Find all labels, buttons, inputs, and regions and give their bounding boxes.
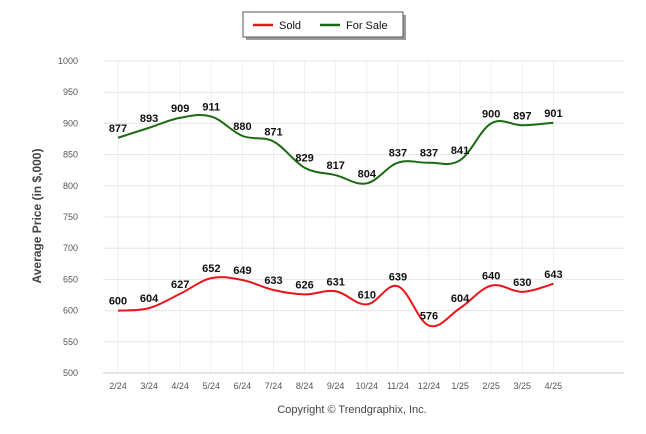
gridlines [103,60,624,374]
data-label-sold: 627 [171,279,189,291]
y-tick-label: 950 [63,87,78,97]
x-tick-label: 12/24 [418,381,441,391]
x-tick-label: 9/24 [327,381,345,391]
data-label-sold: 576 [420,311,438,323]
y-axis-ticks: 500 550 600 650 700 750 800 850 900 950 1000 [58,56,78,378]
data-label-sold: 604 [451,293,470,305]
data-label-for-sale: 841 [451,145,469,157]
x-tick-label: 7/24 [265,381,283,391]
y-tick-label: 750 [63,212,78,222]
copyright-footer: Copyright © Trendgraphix, Inc. [277,404,426,416]
data-label-sold: 643 [544,269,562,281]
x-tick-label: 11/24 [387,381,409,391]
data-label-sold: 631 [327,276,345,288]
x-tick-label: 5/24 [203,381,221,391]
series-line-for-sale [117,113,554,185]
x-tick-label: 6/24 [234,381,252,391]
data-label-for-sale: 817 [327,160,345,172]
x-tick-label: 2/25 [482,381,500,391]
data-label-for-sale: 900 [482,108,500,120]
x-tick-label: 3/24 [140,381,158,391]
data-label-sold: 604 [140,293,159,305]
data-label-for-sale: 880 [233,121,251,133]
data-label-for-sale: 877 [109,123,127,135]
x-axis-ticks: 2/24 3/24 4/24 5/24 6/24 7/24 8/24 9/24 10/24 11/… [109,381,562,391]
data-labels: 600 604 627 652 649 633 626 631 610 639 576 604 640 6… [109,102,563,323]
data-label-for-sale: 871 [264,126,282,138]
data-label-for-sale: 893 [140,113,158,125]
y-tick-label: 500 [63,368,78,378]
x-tick-label: 2/24 [109,381,127,391]
x-tick-label: 8/24 [296,381,314,391]
data-label-for-sale: 911 [202,102,220,114]
data-label-for-sale: 909 [171,103,189,115]
data-label-sold: 633 [264,275,282,287]
data-label-for-sale: 837 [389,148,407,160]
y-tick-label: 650 [63,274,78,284]
x-tick-label: 1/25 [451,381,469,391]
x-tick-label: 4/24 [171,381,189,391]
data-label-for-sale: 829 [295,153,313,165]
y-axis-title: Average Price (in $,000) [30,149,44,284]
data-label-for-sale: 837 [420,148,438,160]
data-label-sold: 652 [202,263,220,275]
data-label-sold: 626 [295,279,313,291]
y-tick-label: 1000 [58,56,78,66]
legend-label-sold: Sold [279,20,301,32]
data-label-for-sale: 804 [358,168,377,180]
x-tick-label: 10/24 [356,381,379,391]
data-label-sold: 640 [482,271,500,283]
data-label-sold: 610 [358,289,376,301]
y-tick-label: 550 [63,337,78,347]
legend-label-for-sale: For Sale [346,20,388,32]
y-tick-label: 850 [63,150,78,160]
data-label-sold: 600 [109,296,127,308]
y-tick-label: 800 [63,181,78,191]
y-tick-label: 600 [63,306,78,316]
data-label-for-sale: 897 [513,110,531,122]
y-tick-label: 700 [63,243,78,253]
x-tick-label: 3/25 [514,381,532,391]
series-line-sold [117,276,554,328]
y-tick-label: 900 [63,118,78,128]
data-label-sold: 649 [233,265,251,277]
data-label-sold: 630 [513,277,531,289]
data-label-sold: 639 [389,271,407,283]
data-label-for-sale: 901 [544,108,562,120]
x-tick-label: 4/25 [545,381,563,391]
series-lines [117,113,554,328]
legend: Sold For Sale [242,11,406,40]
